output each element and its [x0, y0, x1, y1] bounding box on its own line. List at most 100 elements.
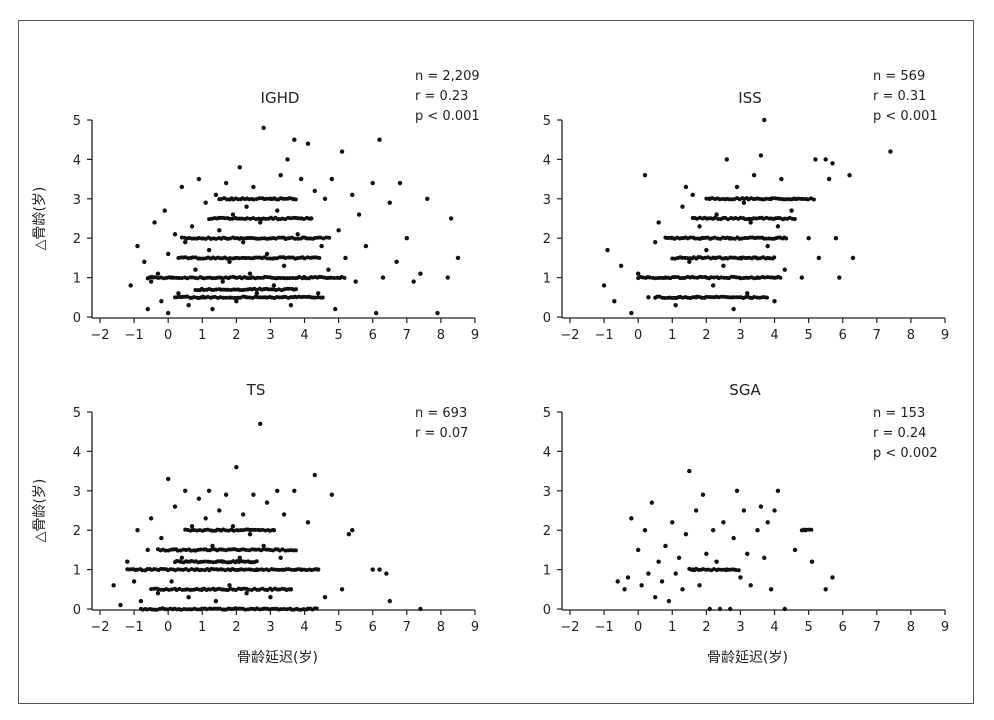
data-point: [246, 587, 251, 592]
data-point: [183, 239, 188, 245]
data-point: [700, 275, 705, 280]
data-point: [680, 587, 685, 592]
data-point: [683, 184, 689, 190]
data-point: [203, 559, 208, 564]
data-point: [145, 547, 150, 553]
x-tick-label: 3: [266, 620, 274, 635]
data-point: [273, 288, 278, 293]
data-point: [764, 295, 769, 300]
data-point: [199, 606, 204, 611]
data-point: [676, 555, 682, 560]
data-point: [210, 543, 215, 549]
data-point: [649, 500, 655, 505]
x-tick-label: 4: [770, 620, 778, 635]
data-point: [257, 196, 262, 201]
data-point: [312, 472, 317, 478]
data-point: [247, 531, 253, 537]
data-point: [264, 500, 270, 505]
data-point: [172, 232, 178, 237]
data-point: [779, 176, 784, 182]
data-point: [322, 594, 328, 600]
data-point: [312, 188, 317, 194]
data-point: [125, 559, 130, 564]
data-point: [305, 520, 311, 525]
data-point: [228, 275, 233, 280]
data-point: [837, 275, 842, 280]
x-tick-label: 6: [369, 328, 377, 343]
data-point: [199, 567, 204, 572]
y-tick-label: 3: [73, 485, 81, 500]
data-point: [295, 236, 300, 241]
y-tick-label: 1: [543, 272, 551, 287]
data-point: [295, 232, 300, 237]
data-point: [297, 275, 302, 280]
data-point: [175, 548, 180, 553]
data-point: [387, 598, 392, 604]
data-point: [784, 236, 789, 241]
data-point: [242, 287, 247, 292]
x-tick-label: −2: [560, 620, 579, 635]
data-point: [165, 310, 171, 316]
data-point: [244, 591, 249, 596]
data-point: [656, 220, 661, 225]
data-point: [823, 157, 828, 162]
data-point: [601, 283, 607, 288]
data-point: [377, 567, 382, 572]
data-point: [738, 255, 743, 261]
data-point: [748, 220, 753, 225]
data-point: [707, 606, 712, 612]
data-point: [244, 567, 249, 572]
data-point: [333, 306, 338, 312]
data-point: [261, 125, 266, 131]
data-point: [128, 283, 133, 288]
data-point: [282, 196, 287, 201]
data-point: [764, 236, 769, 241]
data-point: [302, 256, 307, 261]
data-point: [230, 524, 236, 529]
data-point: [288, 587, 294, 592]
figure-frame: [18, 20, 974, 704]
data-point: [680, 204, 685, 209]
data-point: [418, 606, 423, 612]
y-tick-label: 5: [543, 114, 551, 129]
data-point: [162, 208, 167, 213]
data-point: [377, 137, 382, 142]
data-point: [731, 306, 736, 312]
data-point: [265, 256, 270, 261]
data-point: [293, 287, 298, 292]
stat-label: n = 2,209: [415, 69, 480, 84]
data-point: [285, 157, 290, 162]
data-point: [719, 294, 724, 299]
x-tick-label: 6: [839, 620, 847, 635]
data-point: [714, 212, 719, 217]
data-point: [196, 496, 202, 501]
data-point: [220, 559, 225, 564]
data-point: [234, 464, 239, 470]
data-point: [653, 239, 658, 245]
data-point: [200, 587, 205, 592]
y-tick-label: 2: [543, 232, 551, 247]
data-point: [673, 571, 678, 576]
data-point: [190, 255, 195, 260]
data-point: [225, 287, 230, 292]
data-point: [656, 559, 661, 564]
y-tick-label: 5: [73, 114, 81, 129]
data-point: [714, 559, 719, 564]
y-tick-label: 0: [543, 603, 551, 618]
data-point: [734, 488, 740, 493]
data-point: [220, 279, 225, 284]
data-point: [806, 236, 811, 241]
y-tick-label: 3: [73, 193, 81, 208]
data-point: [688, 235, 693, 240]
data-point: [764, 196, 769, 201]
x-tick-label: 9: [471, 328, 479, 343]
x-tick-label: −2: [560, 328, 579, 343]
x-tick-label: 8: [437, 620, 445, 635]
data-point: [283, 548, 288, 553]
data-point: [231, 528, 236, 533]
data-point: [646, 295, 651, 300]
data-point: [275, 208, 280, 213]
data-point: [343, 255, 348, 261]
y-axis-label: △骨龄(岁): [32, 187, 48, 251]
data-point: [292, 488, 297, 493]
